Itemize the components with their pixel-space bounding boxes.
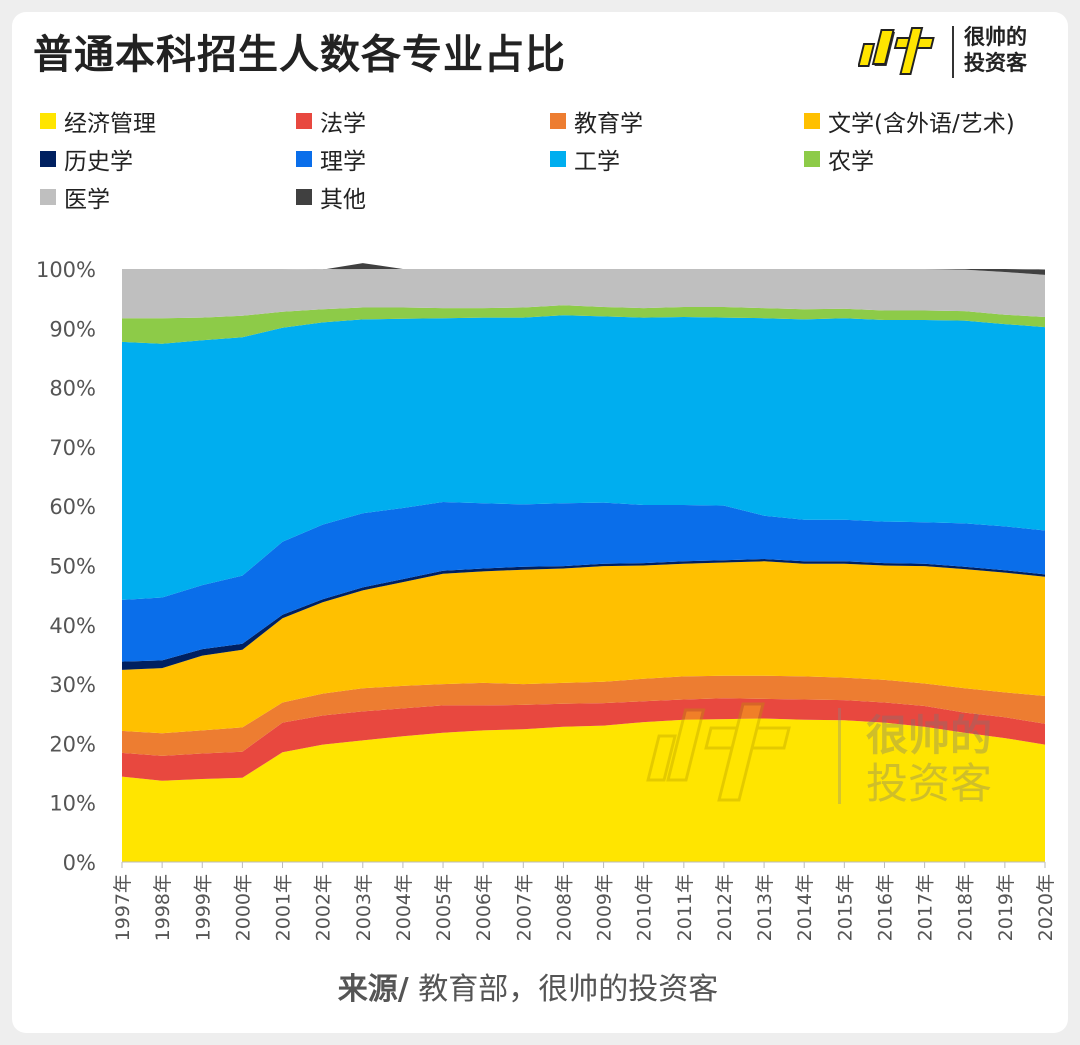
x-tick-label: 2018年	[955, 874, 977, 941]
legend-swatch	[296, 189, 312, 205]
area-series	[122, 698, 1045, 781]
area-series	[122, 305, 1045, 344]
legend-item: 医学	[40, 182, 110, 213]
y-tick-label: 30%	[49, 673, 96, 697]
area-series	[122, 502, 1045, 662]
x-tick-label: 2013年	[754, 874, 776, 941]
x-tick-label: 2011年	[674, 874, 696, 941]
x-tick-label: 2019年	[995, 874, 1017, 941]
x-tick-label: 2020年	[1035, 874, 1057, 941]
x-tick-label: 2002年	[313, 874, 335, 941]
legend-label: 农学	[828, 149, 874, 175]
legend-label: 医学	[64, 187, 110, 213]
legend-item: 历史学	[40, 144, 133, 175]
x-tick-label: 2014年	[794, 874, 816, 941]
y-tick-label: 50%	[49, 555, 96, 579]
y-tick-label: 10%	[49, 792, 96, 816]
brand-logo: 很帅的 投资客	[857, 20, 1048, 90]
area-series	[122, 718, 1045, 862]
y-tick-label: 80%	[49, 377, 96, 401]
y-tick-label: 20%	[49, 732, 96, 756]
legend-label: 理学	[320, 149, 366, 175]
watermark-line-2: 投资客	[866, 759, 992, 808]
y-tick-label: 0%	[63, 851, 96, 875]
legend-item: 法学	[296, 106, 366, 137]
area-series	[122, 315, 1045, 600]
logo-divider	[952, 26, 954, 78]
legend-swatch	[804, 151, 820, 167]
brand-line-1: 很帅的	[964, 25, 1027, 49]
area-series	[122, 561, 1045, 734]
y-tick-label: 40%	[49, 614, 96, 638]
source-prefix: 来源/	[337, 972, 409, 1007]
y-tick-label: 60%	[49, 495, 96, 519]
area-series	[122, 675, 1045, 756]
area-series	[122, 263, 1045, 275]
legend-label: 教育学	[574, 111, 643, 137]
x-tick-label: 2003年	[353, 874, 375, 941]
legend-item: 农学	[804, 144, 874, 175]
legend-swatch	[550, 113, 566, 129]
legend-swatch	[804, 113, 820, 129]
y-tick-label: 70%	[49, 436, 96, 460]
legend-swatch	[40, 189, 56, 205]
x-tick-label: 2010年	[634, 874, 656, 941]
x-tick-label: 1999年	[192, 874, 214, 941]
x-tick-label: 1997年	[112, 874, 134, 941]
x-tick-label: 2015年	[834, 874, 856, 941]
x-tick-label: 2000年	[232, 874, 254, 941]
legend-item: 理学	[296, 144, 366, 175]
legend-swatch	[40, 113, 56, 129]
area-series	[122, 269, 1045, 319]
legend-label: 历史学	[64, 149, 133, 175]
watermark: 很帅的 投资客	[646, 702, 992, 808]
legend-item: 工学	[550, 144, 620, 175]
source-text: 教育部，很帅的投资客	[408, 972, 719, 1007]
y-tick-label: 100%	[36, 258, 96, 282]
legend-item: 其他	[296, 182, 366, 213]
area-remainder	[122, 269, 1045, 270]
legend-item: 教育学	[550, 106, 643, 137]
x-tick-label: 2005年	[433, 874, 455, 941]
legend-swatch	[296, 151, 312, 167]
x-tick-label: 2001年	[273, 874, 295, 941]
legend-label: 经济管理	[64, 111, 156, 137]
legend-label: 文学(含外语/艺术)	[828, 111, 1015, 137]
legend-label: 法学	[320, 111, 366, 137]
brand-line-2: 投资客	[964, 51, 1027, 75]
legend-swatch	[40, 151, 56, 167]
brand-name: 很帅的 投资客	[964, 24, 1027, 76]
legend-label: 工学	[574, 149, 620, 175]
source-note: 来源/ 教育部，很帅的投资客	[0, 964, 1056, 1008]
x-tick-label: 2008年	[553, 874, 575, 941]
chart-title: 普通本科招生人数各专业占比	[33, 32, 566, 78]
legend-item: 文学(含外语/艺术)	[804, 106, 1015, 137]
x-tick-label: 2004年	[393, 874, 415, 941]
legend-label: 其他	[320, 187, 366, 213]
watermark-line-1: 很帅的	[866, 711, 992, 760]
x-tick-label: 2012年	[714, 874, 736, 941]
x-tick-label: 2016年	[874, 874, 896, 941]
legend-swatch	[296, 113, 312, 129]
y-tick-label: 90%	[49, 317, 96, 341]
stacked-area-chart: 0% 10% 20% 30% 40% 50% 60% 70% 80% 90% 100% 1997年 1…	[36, 258, 1057, 941]
x-tick-label: 2009年	[594, 874, 616, 941]
legend-swatch	[550, 151, 566, 167]
x-tick-label: 2007年	[513, 874, 535, 941]
legend-item: 经济管理	[40, 106, 156, 137]
x-tick-label: 1998年	[152, 874, 174, 941]
x-tick-label: 2006年	[473, 874, 495, 941]
shuai-logo-icon	[857, 27, 935, 75]
x-tick-label: 2017年	[915, 874, 937, 941]
